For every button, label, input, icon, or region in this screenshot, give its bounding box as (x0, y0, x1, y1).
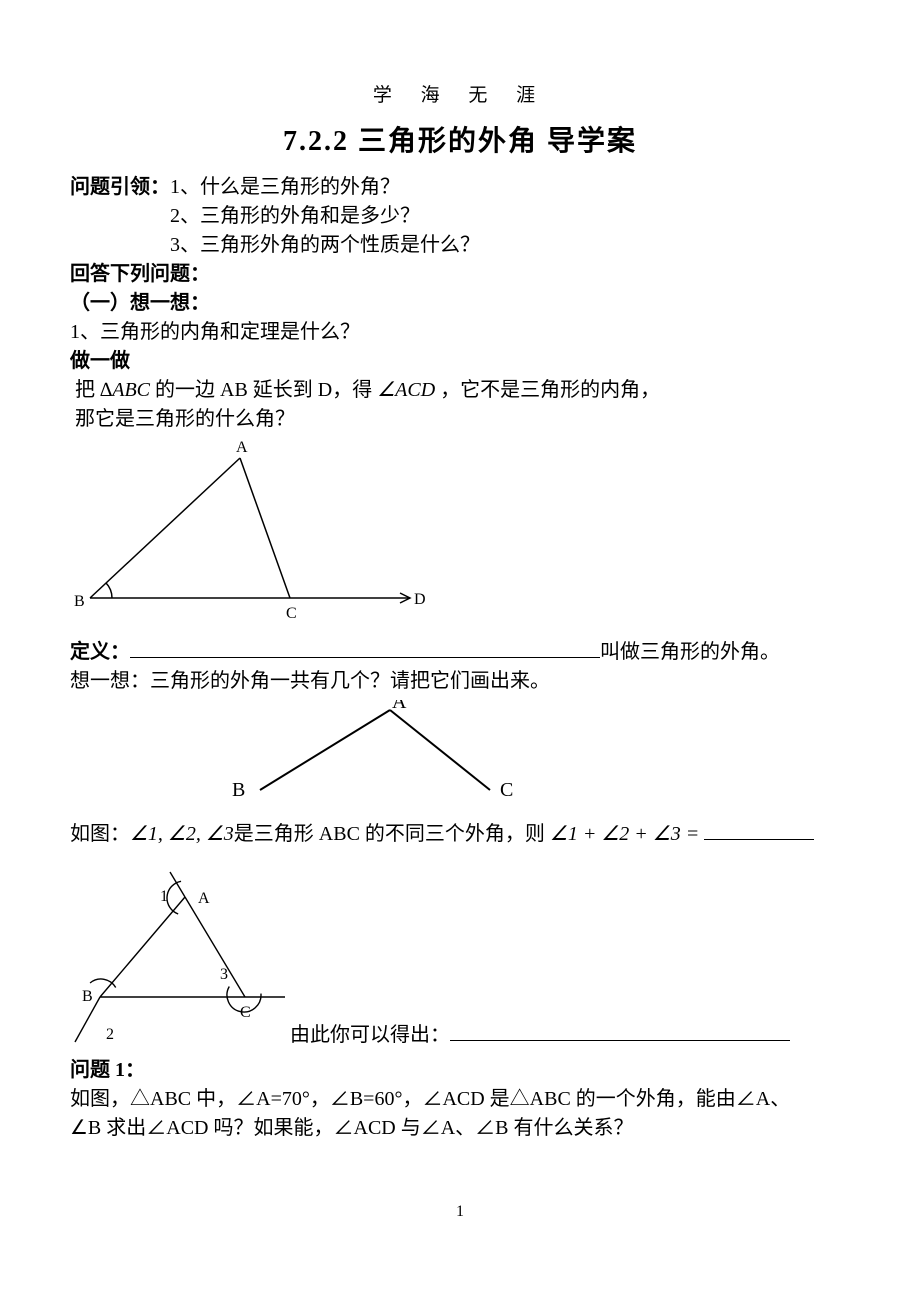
document-title: 7.2.2 三角形的外角 导学案 (70, 119, 850, 159)
figure-2-triangle-abc-labels: A B C (70, 700, 850, 815)
definition-blank (130, 637, 600, 658)
derive-blank (450, 1020, 790, 1041)
page-header: 学 海 无 涯 (70, 80, 850, 107)
svg-text:A: A (392, 700, 407, 713)
math-triangle-abc: ∆ABC (100, 379, 150, 401)
svg-text:B: B (232, 779, 245, 801)
problem-1-line2: ∠B 求出∠ACD 吗？如果能，∠ACD 与∠A、∠B 有什么关系？ (70, 1114, 850, 1143)
definition-tail: 叫做三角形的外角。 (600, 641, 780, 663)
math-angle-sum: ∠1 + ∠2 + ∠3 = (550, 823, 699, 845)
do-heading: 做一做 (70, 347, 850, 376)
header-text: 学 海 无 涯 (373, 85, 547, 106)
svg-text:2: 2 (106, 1026, 114, 1043)
svg-text:C: C (286, 605, 297, 622)
think-heading: （一）想一想： (70, 289, 850, 318)
figure-1-triangle-abcd: A B C D (70, 438, 850, 633)
problem-1-heading: 问题 1： (70, 1056, 850, 1085)
answer-heading: 回答下列问题： (70, 260, 850, 289)
math-angle-acd: ∠ACD (377, 379, 435, 401)
problem-1-line1: 如图，△ABC 中，∠A=70°，∠B=60°，∠ACD 是△ABC 的一个外角… (70, 1085, 850, 1114)
question-1: 1、什么是三角形的外角？ (170, 176, 400, 198)
question-2: 2、三角形的外角和是多少？ (70, 202, 850, 231)
math-angles-123: ∠1, ∠2, ∠3 (130, 823, 234, 845)
question-lead-label: 问题引领： (70, 176, 170, 198)
svg-text:A: A (236, 439, 248, 456)
derive-line: 由此你可以得出： (290, 1020, 790, 1050)
svg-text:1: 1 (160, 888, 168, 905)
definition-label: 定义： (70, 641, 130, 663)
as-figure-line: 如图：∠1, ∠2, ∠3是三角形 ABC 的不同三个外角，则 ∠1 + ∠2 … (70, 819, 850, 849)
svg-text:B: B (82, 988, 93, 1005)
definition-line: 定义： 叫做三角形的外角。 (70, 637, 850, 667)
derive-label: 由此你可以得出： (290, 1024, 450, 1046)
page-number: 1 (70, 1203, 850, 1221)
svg-text:C: C (240, 1004, 251, 1021)
do-text-line1: 把 ∆ABC 的一边 AB 延长到 D，得 ∠ACD ，它不是三角形的内角， (70, 376, 850, 405)
svg-text:A: A (198, 890, 210, 907)
do-text-line2: 那它是三角形的什么角？ (70, 405, 850, 434)
svg-text:D: D (414, 591, 426, 608)
svg-text:B: B (74, 593, 85, 610)
inner-angle-sum-question: 1、三角形的内角和定理是什么？ (70, 318, 850, 347)
question-lead-line: 问题引领：1、什么是三角形的外角？ (70, 173, 850, 202)
angle-sum-blank (704, 819, 814, 840)
question-3: 3、三角形外角的两个性质是什么？ (70, 231, 850, 260)
svg-text:C: C (500, 779, 513, 801)
think-2: 想一想：三角形的外角一共有几个？请把它们画出来。 (70, 667, 850, 696)
svg-text:3: 3 (220, 966, 228, 983)
